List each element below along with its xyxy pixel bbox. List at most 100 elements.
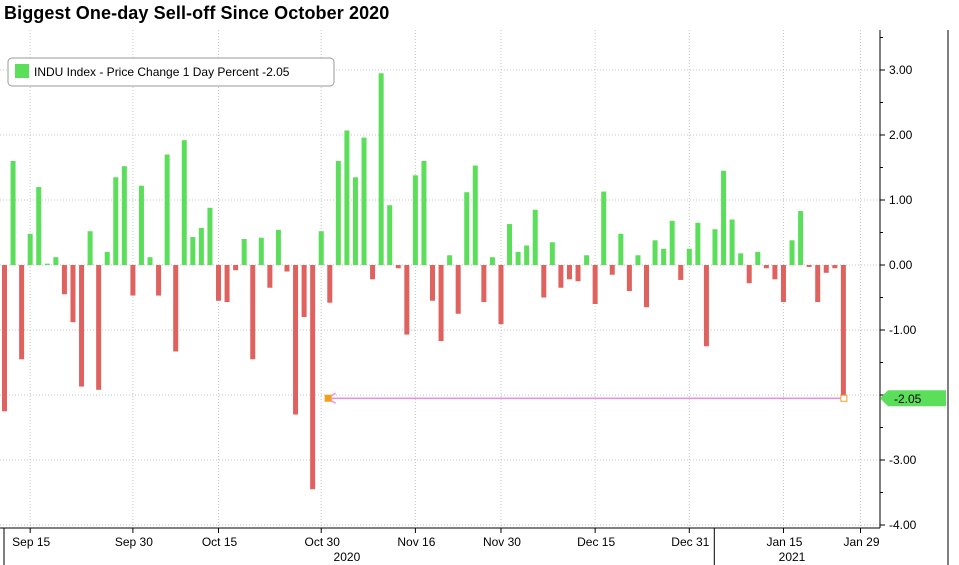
y-tick-label-3: 0.00: [889, 258, 913, 272]
bar-22: [190, 237, 196, 265]
bar-36: [310, 265, 316, 490]
x-tick-label-7: Dec 31: [671, 535, 709, 549]
bar-31: [267, 265, 273, 288]
bar-40: [344, 130, 350, 265]
bar-95: [815, 265, 821, 303]
bar-71: [609, 265, 615, 275]
reference-end-marker: [840, 394, 848, 402]
bar-65: [558, 265, 564, 288]
x-year-label-1: 2021: [779, 550, 806, 564]
chart-title: Biggest One-day Sell-off Since October 2…: [4, 3, 390, 23]
current-value-label: -2.05: [894, 392, 922, 406]
x-tick-label-9: Jan 29: [843, 535, 879, 549]
bar-9: [79, 265, 85, 387]
bar-21: [181, 140, 187, 265]
bar-60: [515, 252, 521, 265]
bar-8: [70, 265, 76, 323]
bar-55: [472, 165, 478, 265]
bar-58: [498, 265, 504, 325]
x-tick-label-1: Sep 30: [115, 535, 153, 549]
bar-94: [806, 265, 812, 267]
bar-93: [798, 211, 804, 265]
bar-26: [224, 265, 230, 303]
bar-64: [549, 242, 555, 265]
bar-61: [524, 245, 530, 265]
bar-81: [695, 222, 701, 265]
x-tick-label-2: Oct 15: [202, 535, 238, 549]
y-tick-label-0: 3.00: [889, 63, 913, 77]
bar-1: [10, 161, 16, 265]
x-tick-label-3: Oct 30: [305, 535, 341, 549]
bar-5: [44, 263, 50, 265]
bar-82: [703, 265, 709, 347]
bar-66: [566, 265, 572, 280]
legend-swatch: [15, 64, 29, 78]
bar-series: [2, 73, 846, 490]
bar-80: [686, 248, 692, 265]
bar-45: [387, 205, 393, 265]
x-tick-label-0: Sep 15: [12, 535, 50, 549]
x-year-label-0: 2020: [334, 550, 361, 564]
bar-27: [233, 265, 239, 271]
bar-62: [532, 209, 538, 265]
bar-75: [644, 265, 649, 308]
bar-96: [823, 265, 829, 273]
bar-85: [729, 219, 735, 265]
bar-68: [584, 255, 590, 265]
bar-4: [36, 187, 42, 265]
bar-7: [61, 265, 67, 295]
bar-0: [2, 265, 7, 412]
bar-53: [455, 265, 461, 314]
bar-88: [755, 252, 761, 265]
bar-54: [464, 192, 470, 265]
bar-69: [592, 265, 598, 304]
bar-70: [601, 191, 607, 265]
bar-91: [780, 265, 786, 303]
x-tick-label-4: Nov 16: [397, 535, 435, 549]
bar-32: [275, 229, 281, 265]
bar-97: [832, 265, 838, 269]
bar-25: [216, 265, 221, 301]
bar-73: [626, 265, 632, 291]
bar-13: [113, 177, 119, 265]
x-tick-label-6: Dec 15: [577, 535, 615, 549]
bar-29: [250, 265, 256, 360]
bar-51: [438, 265, 444, 342]
bar-16: [138, 185, 144, 265]
bar-98: [840, 265, 846, 399]
x-tick-label-5: Nov 30: [483, 535, 521, 549]
current-value-badge: -2.05: [880, 390, 946, 407]
bar-90: [772, 265, 778, 280]
bar-12: [104, 252, 110, 265]
bar-37: [318, 231, 324, 265]
bar-47: [404, 265, 410, 335]
bar-46: [395, 265, 401, 269]
bar-42: [361, 137, 367, 265]
bar-38: [327, 265, 333, 303]
x-axis-ticks: Sep 15 Sep 30 Oct 15 Oct 30 Nov 16 Nov 30 Dec …: [3, 528, 880, 565]
legend: INDU Index - Price Change 1 Day Percent …: [7, 57, 335, 87]
bar-33: [284, 265, 290, 272]
bar-15: [130, 265, 136, 296]
bar-63: [541, 265, 547, 298]
bar-23: [198, 227, 204, 265]
bar-84: [721, 170, 727, 265]
bar-52: [447, 255, 453, 265]
bar-72: [618, 233, 624, 265]
reference-start-marker: [324, 394, 332, 402]
y-tick-label-2: 1.00: [889, 193, 913, 207]
bar-20: [173, 265, 179, 352]
bar-79: [678, 265, 684, 280]
bar-41: [352, 177, 358, 265]
legend-label: INDU Index - Price Change 1 Day Percent …: [34, 65, 290, 79]
bar-78: [669, 220, 675, 265]
bar-34: [293, 265, 299, 415]
legend-box: [7, 57, 335, 87]
bar-14: [121, 166, 127, 265]
bar-87: [746, 265, 752, 284]
bar-57: [489, 257, 495, 265]
bar-76: [652, 240, 658, 265]
bar-35: [301, 265, 307, 317]
bar-89: [763, 265, 769, 269]
bar-92: [789, 240, 795, 265]
